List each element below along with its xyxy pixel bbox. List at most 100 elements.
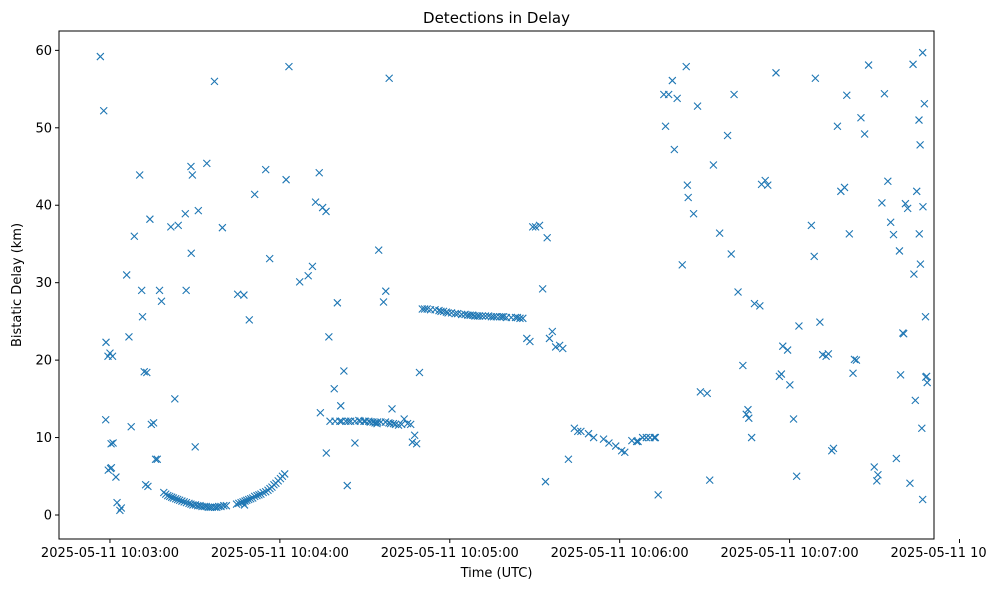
data-point — [492, 312, 501, 321]
data-point — [742, 410, 751, 419]
data-point — [668, 76, 677, 85]
data-point — [777, 370, 786, 378]
data-point — [792, 472, 801, 481]
data-point — [915, 230, 924, 238]
data-point — [180, 497, 189, 506]
data-point — [408, 438, 417, 447]
data-point — [689, 209, 698, 218]
data-point — [829, 444, 838, 453]
data-point — [322, 207, 330, 216]
data-point — [282, 175, 290, 184]
data-point — [911, 396, 920, 405]
data-point — [242, 496, 251, 505]
x-tick-label: 2025-05-11 10:08:00 — [890, 546, 986, 561]
data-point — [137, 286, 146, 295]
data-point — [670, 145, 679, 154]
data-point — [661, 122, 670, 131]
data-point — [901, 199, 910, 208]
data-point — [518, 314, 527, 323]
data-point — [909, 60, 917, 69]
data-point — [107, 439, 115, 448]
data-point — [849, 369, 857, 378]
data-point — [673, 94, 682, 103]
data-point — [234, 499, 243, 508]
data-point — [336, 417, 344, 426]
data-point — [772, 68, 780, 77]
data-point — [573, 427, 582, 436]
data-point — [778, 342, 787, 351]
plot-area — [59, 31, 934, 539]
data-point — [824, 350, 833, 358]
data-point — [182, 286, 191, 295]
data-point — [916, 260, 925, 268]
data-point — [860, 130, 869, 138]
data-point — [874, 470, 882, 479]
data-point — [108, 352, 117, 361]
data-point — [188, 171, 197, 179]
data-point — [545, 334, 554, 343]
data-point — [187, 249, 196, 258]
data-point — [896, 370, 905, 379]
data-point — [664, 90, 673, 99]
data-point — [499, 312, 508, 321]
data-point — [763, 181, 772, 189]
data-point — [232, 500, 241, 509]
data-point — [864, 61, 873, 69]
data-point — [181, 209, 190, 218]
scatter-points — [96, 48, 932, 515]
data-point — [285, 62, 293, 71]
data-point — [703, 389, 712, 398]
data-point — [187, 162, 195, 171]
data-point — [919, 202, 927, 211]
data-point — [915, 116, 923, 124]
data-point — [815, 318, 824, 327]
data-point — [410, 431, 419, 440]
data-point — [750, 299, 759, 308]
data-point — [917, 424, 926, 433]
data-point — [130, 232, 139, 241]
data-point — [531, 223, 540, 231]
data-point — [589, 433, 598, 442]
data-point — [747, 433, 756, 442]
data-point — [870, 463, 879, 471]
data-point — [261, 165, 270, 174]
x-tick-label: 2025-05-11 10:05:00 — [381, 546, 519, 561]
data-point — [807, 221, 816, 230]
data-point — [333, 298, 342, 307]
data-point — [457, 310, 466, 319]
data-point — [478, 312, 487, 320]
data-point — [219, 501, 228, 510]
data-point — [744, 414, 753, 423]
data-point — [883, 177, 892, 186]
data-point — [222, 501, 231, 510]
data-point — [551, 343, 560, 351]
data-point — [373, 418, 382, 426]
data-point — [923, 378, 932, 387]
data-point — [605, 439, 613, 447]
data-point — [344, 417, 353, 426]
data-point — [389, 419, 398, 428]
data-point — [157, 297, 166, 306]
x-axis-label: Time (UTC) — [460, 566, 533, 581]
data-point — [240, 291, 248, 299]
data-point — [202, 159, 211, 168]
data-point — [122, 271, 131, 279]
data-point — [178, 497, 186, 505]
data-point — [233, 290, 242, 299]
data-point — [142, 368, 151, 377]
data-point — [912, 187, 921, 196]
data-point — [903, 204, 912, 213]
data-point — [330, 384, 339, 393]
data-point — [113, 498, 121, 507]
data-point — [311, 198, 320, 207]
y-tick-label: 60 — [35, 44, 52, 59]
data-point — [920, 99, 929, 108]
data-point — [889, 230, 898, 239]
data-point — [374, 246, 383, 255]
data-point — [693, 102, 702, 111]
data-point — [173, 495, 182, 504]
data-point — [880, 89, 889, 98]
data-point — [155, 286, 164, 295]
data-point — [246, 494, 255, 503]
data-point — [255, 490, 263, 499]
